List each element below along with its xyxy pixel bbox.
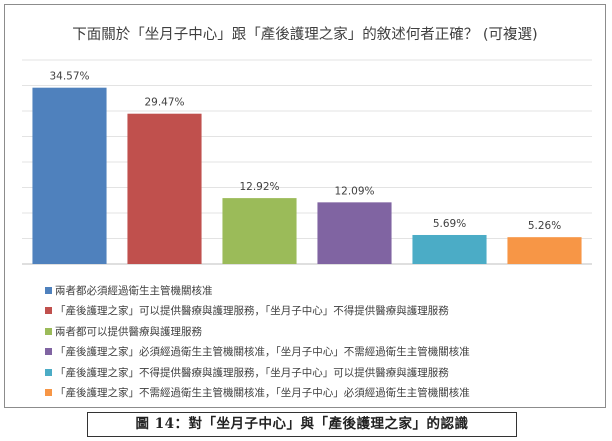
bar-4 <box>317 202 392 264</box>
legend-item-1: 兩者都必須經過衛生主管機關核准 <box>45 280 605 301</box>
legend-swatch-1 <box>45 286 52 294</box>
legend-item-5: 「產後護理之家」不得提供醫療與護理服務，「坐月子中心」可以提供醫療與護理服務 <box>45 362 605 383</box>
legend-swatch-5 <box>45 368 52 376</box>
legend-label-2: 「產後護理之家」可以提供醫療與護理服務，「坐月子中心」不得提供醫療與護理服務 <box>55 305 449 318</box>
data-label-6: 5.26% <box>528 220 561 232</box>
data-label-5: 5.69% <box>433 218 466 230</box>
bar-6 <box>507 237 582 264</box>
legend-swatch-4 <box>45 348 52 356</box>
legend-swatch-2 <box>45 307 52 315</box>
data-label-4: 12.09% <box>334 185 374 197</box>
data-label-2: 29.47% <box>144 97 184 109</box>
legend-item-4: 「產後護理之家」必須經過衛生主管機關核准，「坐月子中心」不需經過衛生主管機關核准 <box>45 342 605 363</box>
chart-legend: 兩者都必須經過衛生主管機關核准「產後護理之家」可以提供醫療與護理服務，「坐月子中… <box>45 280 605 403</box>
legend-label-1: 兩者都必須經過衛生主管機關核准 <box>55 284 213 297</box>
chart-title: 下面關於「坐月子中心」跟「產後護理之家」的敘述何者正確？ (可複選) <box>72 27 538 43</box>
bar-2 <box>127 113 202 264</box>
legend-swatch-6 <box>45 389 52 397</box>
chart-frame: 下面關於「坐月子中心」跟「產後護理之家」的敘述何者正確？ (可複選) 34.57… <box>4 4 606 408</box>
bar-chart: 34.57% 29.47% 12.92% 12.09% 5.69% 5.26% <box>22 59 592 265</box>
figure-caption: 圖 14：對「坐月子中心」與「產後護理之家」的認識 <box>87 412 517 437</box>
legend-item-2: 「產後護理之家」可以提供醫療與護理服務，「坐月子中心」不得提供醫療與護理服務 <box>45 301 605 322</box>
legend-label-6: 「產後護理之家」不需經過衛生主管機關核准，「坐月子中心」必須經過衛生主管機關核准 <box>55 387 470 400</box>
legend-item-6: 「產後護理之家」不需經過衛生主管機關核准，「坐月子中心」必須經過衛生主管機關核准 <box>45 383 605 404</box>
legend-item-3: 兩者都可以提供醫療與護理服務 <box>45 321 605 342</box>
legend-label-5: 「產後護理之家」不得提供醫療與護理服務，「坐月子中心」可以提供醫療與護理服務 <box>55 366 449 379</box>
legend-label-3: 兩者都可以提供醫療與護理服務 <box>55 325 202 338</box>
bar-1 <box>32 87 107 265</box>
bar-5 <box>412 234 487 264</box>
data-label-3: 12.92% <box>239 181 279 193</box>
data-label-1: 34.57% <box>49 71 89 83</box>
bar-3 <box>222 198 297 264</box>
legend-swatch-3 <box>45 327 52 335</box>
legend-label-4: 「產後護理之家」必須經過衛生主管機關核准，「坐月子中心」不需經過衛生主管機關核准 <box>55 346 470 359</box>
